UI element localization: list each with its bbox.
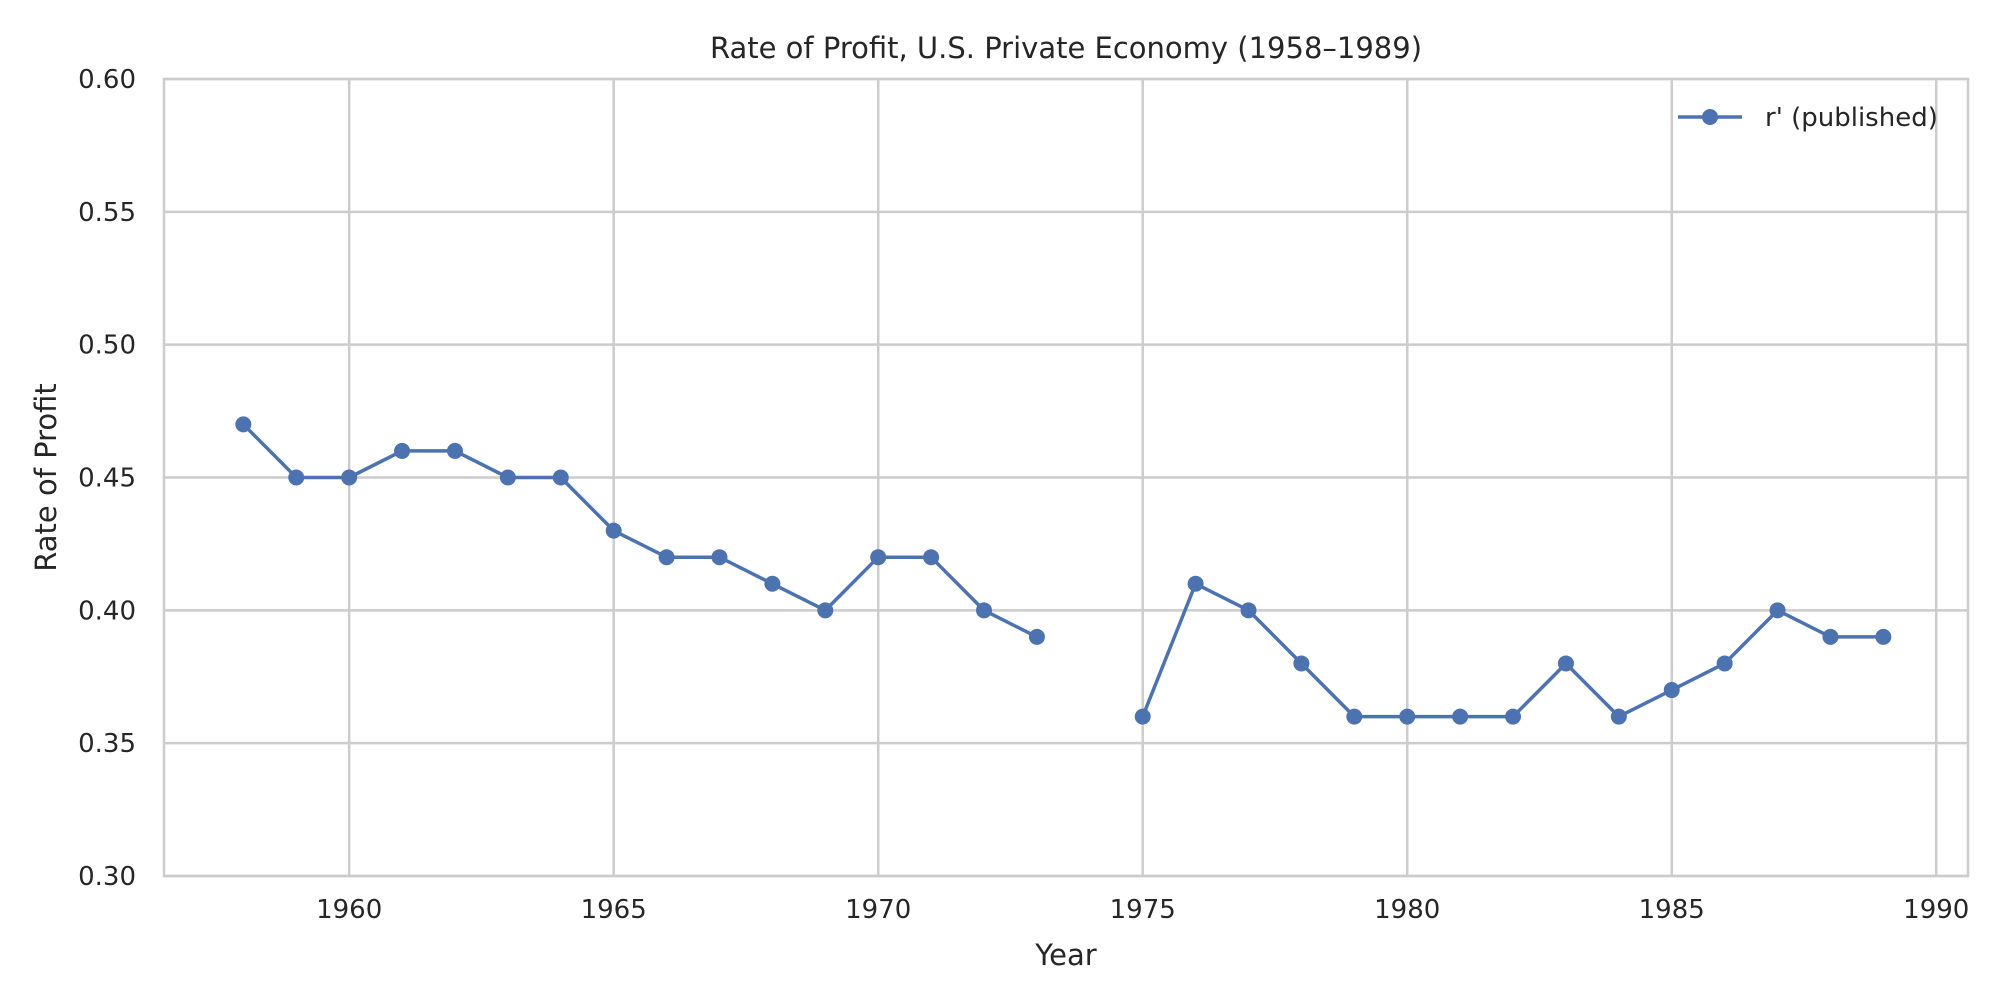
y-tick-label: 0.45 — [78, 464, 136, 494]
data-point — [341, 469, 358, 486]
data-point — [870, 549, 887, 566]
data-point — [1134, 708, 1151, 725]
x-tick-label: 1970 — [845, 895, 911, 925]
x-tick-label: 1965 — [581, 895, 647, 925]
data-point — [1716, 655, 1733, 672]
legend-marker — [1702, 109, 1718, 125]
y-axis-label: Rate of Profit — [29, 383, 63, 572]
x-axis-label: Year — [1034, 938, 1096, 972]
data-point — [499, 469, 516, 486]
data-point — [976, 602, 992, 619]
data-point — [658, 549, 675, 566]
y-axis-ticks: 0.30 0.35 0.40 0.45 0.50 0.55 0.60 — [78, 65, 136, 892]
data-point — [288, 469, 305, 486]
data-point — [1769, 602, 1786, 619]
data-point — [711, 549, 728, 566]
x-tick-label: 1980 — [1374, 895, 1440, 925]
data-point — [552, 469, 569, 486]
y-tick-label: 0.50 — [78, 331, 136, 361]
chart-title: Rate of Profit, U.S. Private Economy (19… — [710, 31, 1422, 65]
data-point — [605, 522, 622, 539]
y-tick-label: 0.40 — [78, 596, 136, 626]
data-point — [1240, 602, 1257, 619]
data-point — [1293, 655, 1310, 672]
x-tick-label: 1990 — [1903, 895, 1969, 925]
data-point — [1346, 708, 1363, 725]
series-group — [235, 416, 1892, 725]
data-point — [1610, 708, 1627, 725]
x-tick-label: 1960 — [316, 895, 382, 925]
data-point — [817, 602, 834, 619]
data-point — [394, 442, 411, 459]
data-point — [1505, 708, 1522, 725]
y-tick-label: 0.35 — [78, 729, 136, 759]
data-point — [235, 416, 252, 433]
data-point — [1875, 628, 1892, 645]
data-point — [446, 442, 463, 459]
data-point — [1028, 628, 1045, 645]
data-point — [1557, 655, 1574, 672]
data-point — [1452, 708, 1469, 725]
data-point — [923, 549, 940, 566]
y-tick-label: 0.55 — [78, 198, 136, 228]
plot-area-frame — [162, 77, 1970, 878]
series-line — [241, 422, 1039, 639]
legend-label: r' (published) — [1765, 103, 1938, 133]
data-point — [1399, 708, 1416, 725]
x-tick-label: 1985 — [1639, 895, 1705, 925]
data-point — [1822, 628, 1839, 645]
x-axis-ticks: 1960 1965 1970 1975 1980 1985 1990 — [316, 895, 1969, 925]
legend: r' (published) — [1678, 103, 1938, 133]
data-point — [1187, 575, 1204, 592]
data-point — [764, 575, 781, 592]
y-tick-label: 0.60 — [78, 65, 136, 95]
data-point — [1663, 682, 1680, 699]
x-tick-label: 1975 — [1110, 895, 1176, 925]
y-tick-label: 0.30 — [78, 862, 136, 892]
